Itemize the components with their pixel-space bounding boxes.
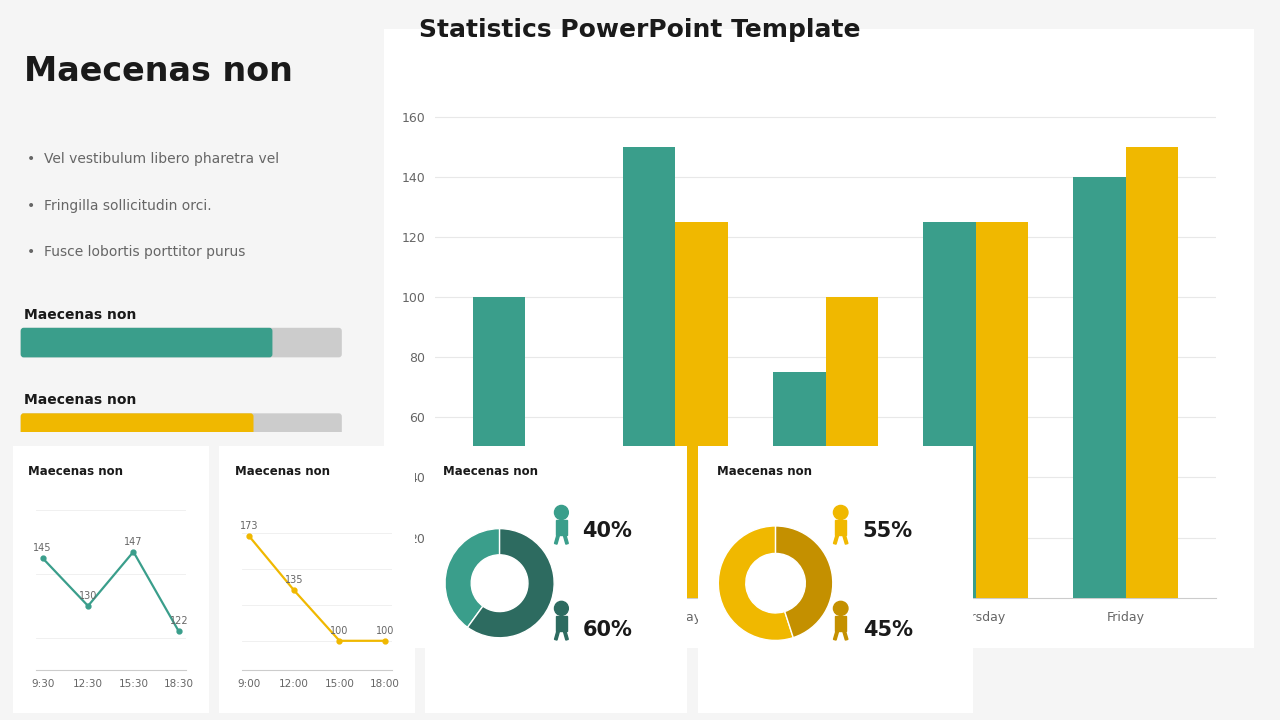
Text: Maecenas non: Maecenas non — [234, 465, 329, 478]
Bar — [472, 297, 525, 598]
Text: 40%: 40% — [582, 521, 632, 541]
Circle shape — [554, 601, 568, 616]
FancyArrow shape — [556, 521, 567, 535]
FancyBboxPatch shape — [20, 328, 273, 357]
Text: Maecenas non: Maecenas non — [28, 465, 123, 478]
Wedge shape — [776, 526, 833, 638]
Text: 145: 145 — [33, 543, 52, 553]
Text: 122: 122 — [169, 616, 188, 626]
Text: 45%: 45% — [863, 619, 913, 639]
Text: •  Vel vestibulum libero pharetra vel: • Vel vestibulum libero pharetra vel — [27, 152, 279, 166]
Bar — [1126, 147, 1179, 598]
Bar — [773, 372, 826, 598]
Bar — [826, 297, 878, 598]
Text: Maecenas non: Maecenas non — [443, 465, 539, 478]
FancyBboxPatch shape — [10, 444, 211, 716]
FancyBboxPatch shape — [422, 444, 690, 716]
Text: 60%: 60% — [582, 619, 632, 639]
Text: 130: 130 — [79, 591, 97, 601]
FancyArrow shape — [563, 534, 568, 544]
Text: •  Fusce lobortis porttitor purus: • Fusce lobortis porttitor purus — [27, 246, 246, 259]
Wedge shape — [445, 528, 499, 627]
Bar — [676, 222, 728, 598]
Circle shape — [833, 601, 847, 616]
Text: Maecenas non: Maecenas non — [717, 465, 812, 478]
FancyArrow shape — [842, 631, 847, 640]
FancyBboxPatch shape — [695, 444, 975, 716]
FancyArrow shape — [554, 631, 559, 640]
Wedge shape — [467, 528, 554, 638]
FancyBboxPatch shape — [20, 413, 342, 443]
Text: 173: 173 — [239, 521, 259, 531]
Text: Maecenas non: Maecenas non — [23, 55, 292, 88]
Bar — [975, 222, 1028, 598]
Bar — [1074, 177, 1126, 598]
Text: 135: 135 — [285, 575, 303, 585]
Wedge shape — [718, 526, 794, 641]
Bar — [623, 147, 676, 598]
Text: 55%: 55% — [863, 521, 913, 541]
Text: Maecenas non: Maecenas non — [23, 393, 136, 407]
FancyArrow shape — [835, 521, 846, 535]
Text: 147: 147 — [124, 537, 142, 546]
FancyArrow shape — [556, 616, 567, 631]
Text: Maecenas non: Maecenas non — [23, 307, 136, 322]
FancyArrow shape — [833, 631, 838, 640]
FancyBboxPatch shape — [216, 444, 417, 716]
FancyArrow shape — [563, 631, 568, 640]
FancyArrow shape — [835, 616, 846, 631]
Circle shape — [554, 505, 568, 520]
FancyBboxPatch shape — [20, 413, 253, 443]
FancyArrow shape — [833, 534, 838, 544]
Bar — [923, 222, 975, 598]
Text: 100: 100 — [330, 626, 348, 636]
FancyBboxPatch shape — [20, 328, 342, 357]
FancyArrow shape — [554, 534, 559, 544]
Text: 100: 100 — [376, 626, 394, 636]
FancyArrow shape — [842, 534, 847, 544]
Text: •  Fringilla sollicitudin orci.: • Fringilla sollicitudin orci. — [27, 199, 211, 212]
Bar — [525, 447, 577, 598]
Circle shape — [833, 505, 847, 520]
FancyBboxPatch shape — [380, 26, 1258, 651]
Text: Statistics PowerPoint Template: Statistics PowerPoint Template — [420, 18, 860, 42]
